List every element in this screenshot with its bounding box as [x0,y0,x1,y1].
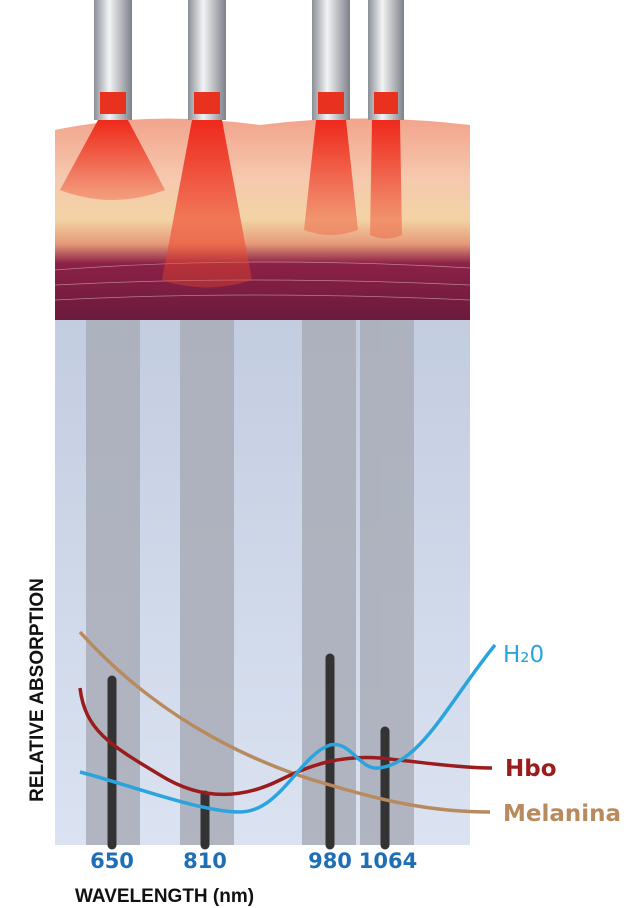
absorption-bars [107,653,390,850]
lasers [94,0,404,120]
curve-label: Melanina [503,801,621,827]
melanina-curve [78,630,491,814]
wavelength-label: 650 [90,849,134,873]
wavelength-label: 810 [183,849,227,873]
curve-label: Hbo [505,756,557,782]
wavelength-label: 980 [308,849,352,873]
y-axis-label: RELATIVE ABSORPTION [27,578,48,802]
h2o-curve [79,643,497,814]
skin [55,118,470,320]
wavelength-label: 1064 [359,849,417,873]
beams [60,120,402,288]
hbo-curve [78,687,493,797]
curve-label: H₂0 [503,642,544,668]
x-axis-label: WAVELENGTH (nm) [75,886,254,907]
illustration [54,0,497,850]
